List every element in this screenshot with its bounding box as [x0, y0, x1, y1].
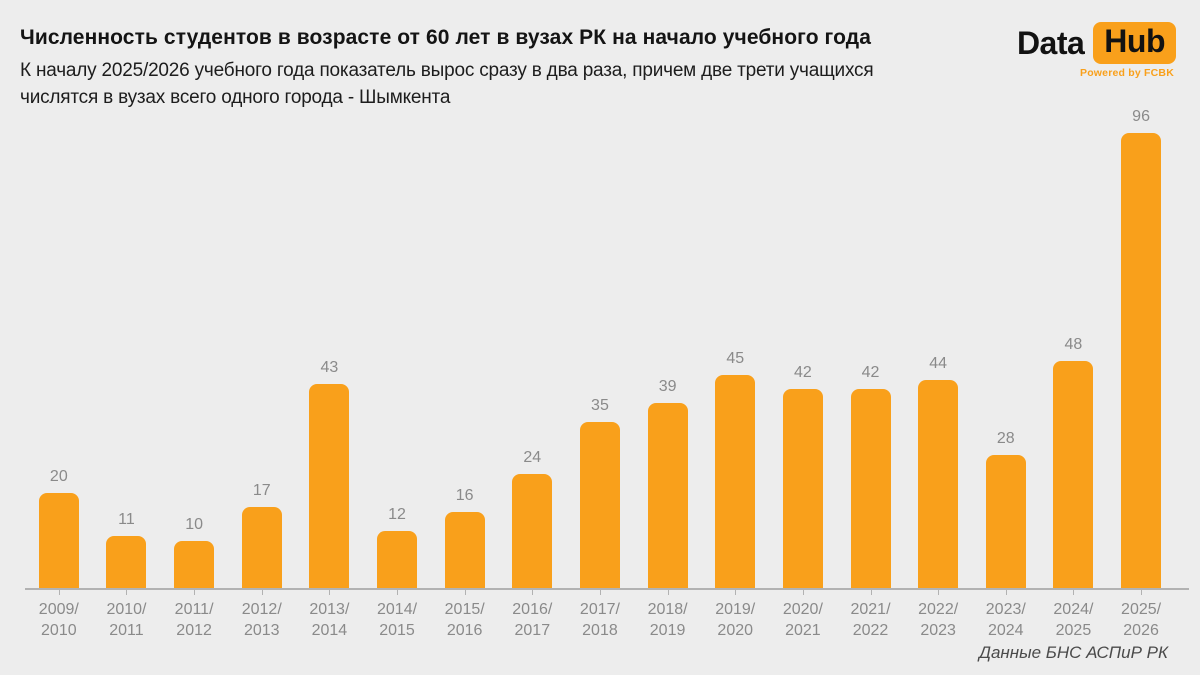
bar	[985, 455, 1026, 588]
chart-title: Численность студентов в возрасте от 60 л…	[20, 26, 871, 49]
bar-value-label: 96	[1132, 108, 1150, 125]
bar-value-label: 28	[996, 430, 1015, 448]
logo-text-data: Data	[1016, 24, 1085, 61]
bar-value-label: 42	[793, 363, 812, 381]
bar-value-label: 16	[455, 487, 474, 505]
x-axis-label: 2024/ 2025	[1040, 590, 1108, 641]
bar	[309, 384, 350, 588]
x-axis-label: 2020/ 2021	[769, 590, 837, 641]
bar	[241, 507, 282, 588]
x-axis-label: 2016/ 2017	[498, 590, 566, 641]
x-axis-label: 2013/ 2014	[296, 590, 364, 641]
bar-column: 42	[837, 105, 905, 588]
bar-column: 48	[1040, 105, 1108, 588]
bar	[647, 403, 688, 588]
x-axis-label: 2009/ 2010	[25, 590, 93, 641]
logo-text-hub: Hub	[1093, 22, 1176, 64]
bar-chart-plot: 20 11 10 17 43 12 16 24 35 39 45 42 42 44 28 48 96	[25, 105, 1175, 588]
bar-column: 42	[769, 105, 837, 588]
x-axis-label: 2015/ 2016	[431, 590, 499, 641]
bar	[38, 493, 79, 588]
bar	[512, 474, 553, 588]
bar	[1121, 133, 1162, 588]
x-axis-label: 2025/ 2026	[1107, 590, 1175, 641]
x-axis-label: 2021/ 2022	[837, 590, 905, 641]
x-axis-label: 2012/ 2013	[228, 590, 296, 641]
chart-header: Численность студентов в возрасте от 60 л…	[20, 26, 980, 111]
bar	[918, 379, 959, 588]
bar-value-label: 24	[523, 449, 542, 467]
x-axis-label: 2023/ 2024	[972, 590, 1040, 641]
bar-column: 96	[1107, 105, 1175, 588]
bar-value-label: 43	[320, 359, 339, 377]
bar-column: 17	[228, 105, 296, 588]
bar-value-label: 42	[861, 363, 880, 381]
bar-column: 12	[363, 105, 431, 588]
x-axis-label: 2018/ 2019	[634, 590, 702, 641]
bar	[377, 531, 418, 588]
bar-value-label: 17	[252, 482, 271, 500]
x-axis-label: 2017/ 2018	[566, 590, 634, 641]
bar-value-label: 45	[726, 349, 745, 367]
bar-column: 44	[904, 105, 972, 588]
bar	[444, 512, 485, 588]
bar-column: 35	[566, 105, 634, 588]
x-axis-line	[25, 588, 1189, 590]
chart-subtitle: К началу 2025/2026 учебного года показат…	[20, 60, 874, 108]
datahub-logo: Data Hub Powered by FCBK	[1017, 22, 1176, 79]
bar-value-label: 20	[49, 468, 68, 486]
bar	[782, 388, 823, 588]
bar-column: 39	[634, 105, 702, 588]
data-source: Данные БНС АСПиР РК	[978, 643, 1168, 662]
bar-value-label: 39	[658, 378, 677, 396]
bar-column: 10	[160, 105, 228, 588]
x-axis-label: 2022/ 2023	[904, 590, 972, 641]
bar-value-label: 35	[591, 397, 609, 415]
bar	[715, 374, 756, 588]
x-axis-label: 2019/ 2020	[701, 590, 769, 641]
bar-column: 45	[701, 105, 769, 588]
bar	[579, 422, 620, 588]
bar-column: 28	[972, 105, 1040, 588]
logo-wordmark: Data Hub	[1017, 22, 1176, 64]
bar	[850, 388, 891, 588]
bar-column: 16	[431, 105, 499, 588]
bar-value-label: 48	[1064, 335, 1083, 353]
bar-column: 11	[93, 105, 161, 588]
logo-powered-by: Powered by FCBK	[1079, 67, 1174, 79]
x-axis-labels: 2009/ 2010 2010/ 2011 2011/ 2012 2012/ 2013…	[25, 590, 1175, 641]
x-axis-label: 2011/ 2012	[160, 590, 228, 641]
bar-column: 24	[498, 105, 566, 588]
bar	[174, 540, 215, 588]
bar-value-label: 12	[388, 506, 406, 524]
bar-value-label: 44	[929, 354, 948, 372]
bar	[1053, 360, 1094, 588]
x-axis-label: 2014/ 2015	[363, 590, 431, 641]
x-axis-label: 2010/ 2011	[93, 590, 161, 641]
bar-value-label: 11	[118, 510, 135, 528]
bar-column: 43	[296, 105, 364, 588]
bar-value-label: 10	[185, 515, 203, 533]
bar	[106, 535, 147, 588]
bar-column: 20	[25, 105, 93, 588]
